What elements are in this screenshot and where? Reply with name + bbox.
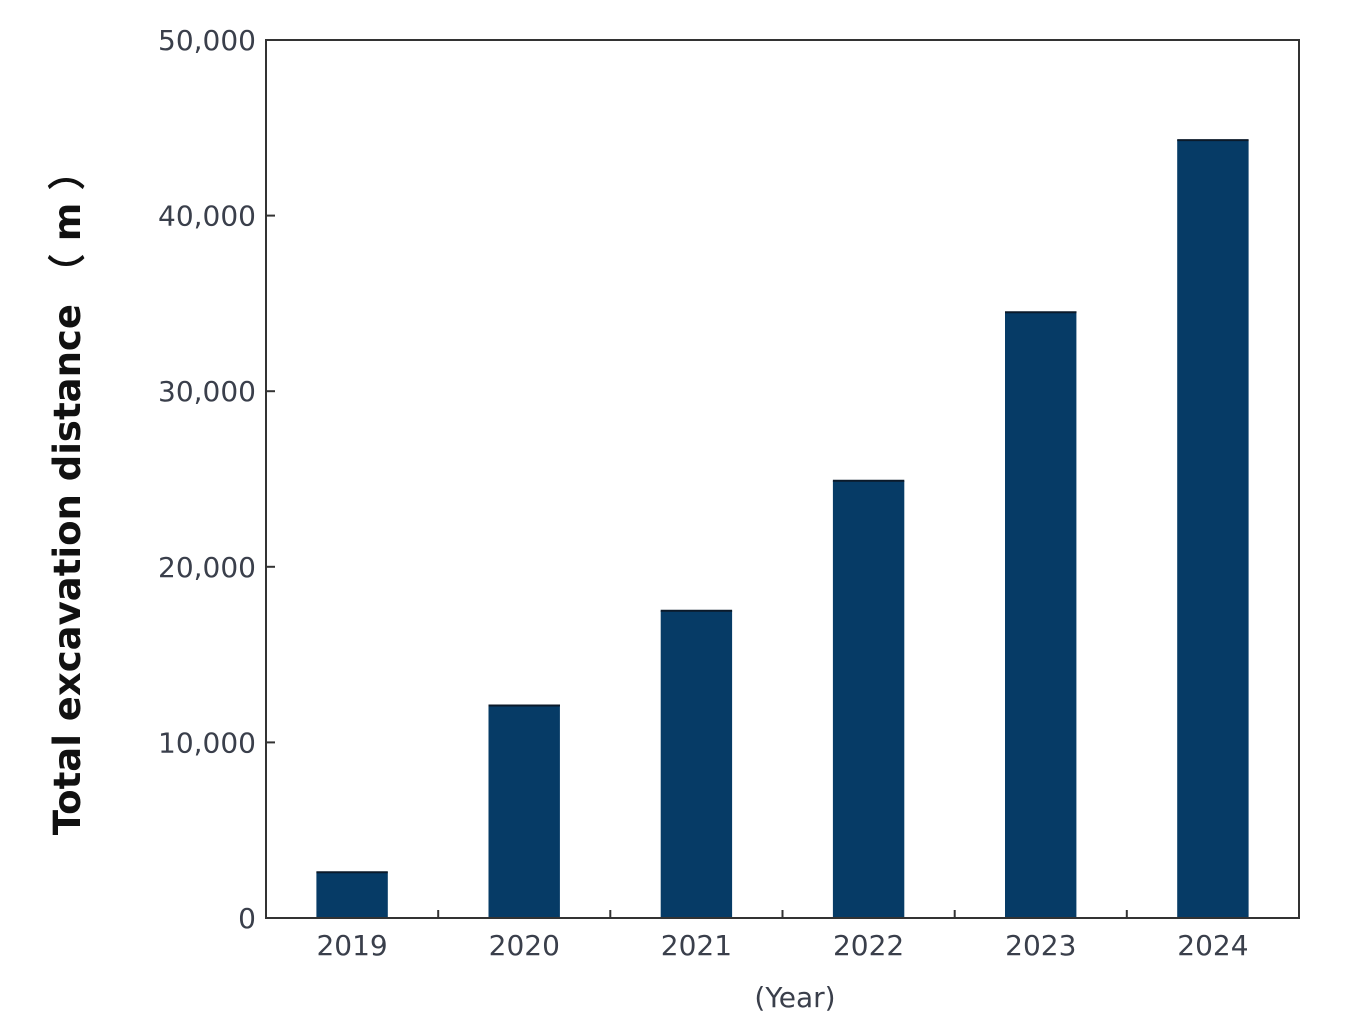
y-tick-label-50000: 50,000 <box>158 24 256 57</box>
x-axis-title: (Year) <box>754 981 835 1014</box>
bar-2021 <box>660 610 733 918</box>
y-axis-title: Total excavation distance （ m ） <box>46 153 89 835</box>
bars-layer <box>316 139 1249 919</box>
bar-2019 <box>316 872 388 918</box>
bar-2023 <box>1005 312 1077 918</box>
x-tick-label-2024: 2024 <box>1177 929 1248 962</box>
x-tick-label-2021: 2021 <box>661 929 732 962</box>
bar-2024 <box>1177 140 1249 919</box>
y-tick-label-20000: 20,000 <box>158 551 256 584</box>
bar-2022 <box>832 480 905 918</box>
x-tick-label-2020: 2020 <box>489 929 560 962</box>
y-tick-label-0: 0 <box>238 902 256 935</box>
x-tick-label-2022: 2022 <box>833 929 904 962</box>
bar-2020 <box>488 705 560 918</box>
ticks-layer <box>266 39 1128 919</box>
y-tick-label-10000: 10,000 <box>158 726 256 759</box>
x-tick-label-2023: 2023 <box>1005 929 1076 962</box>
plot-frame <box>265 39 1300 919</box>
y-tick-labels: 0 10,000 20,000 30,000 40,000 50,000 <box>158 24 256 935</box>
y-tick-label-30000: 30,000 <box>158 375 256 408</box>
x-tick-labels: 2019 2020 2021 2022 2023 2024 <box>316 929 1248 962</box>
y-tick-label-40000: 40,000 <box>158 200 256 233</box>
x-tick-label-2019: 2019 <box>316 929 387 962</box>
